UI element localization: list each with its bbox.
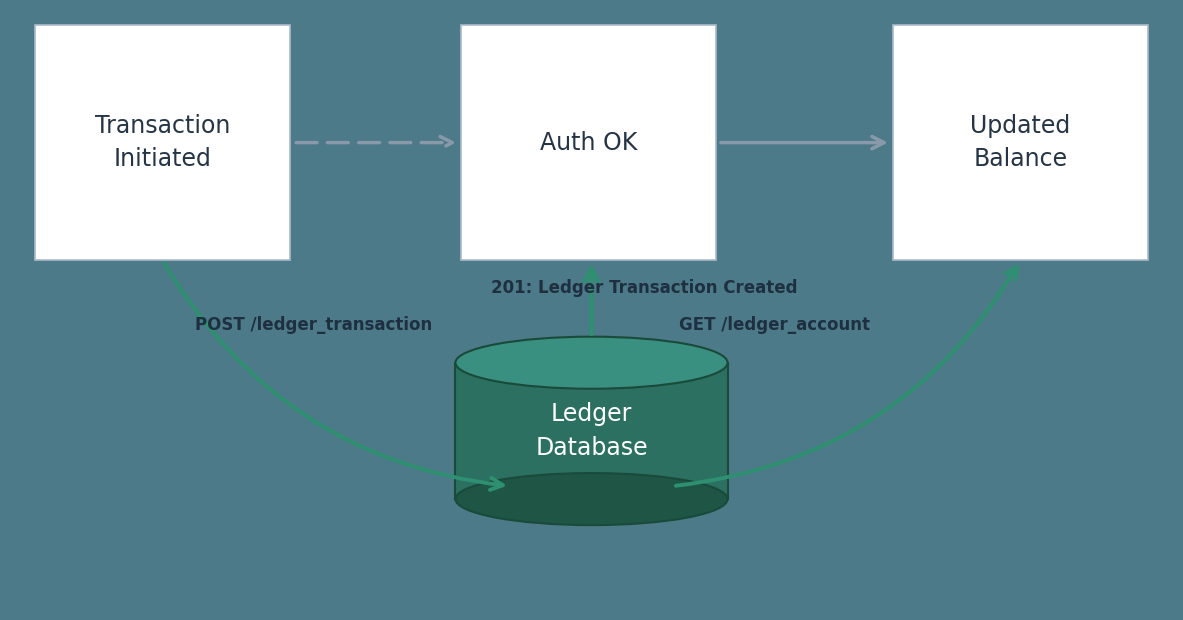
Bar bbox=[455, 363, 728, 499]
FancyBboxPatch shape bbox=[893, 25, 1148, 260]
Text: GET /ledger_account: GET /ledger_account bbox=[679, 316, 870, 335]
Text: POST /ledger_transaction: POST /ledger_transaction bbox=[195, 316, 433, 335]
Ellipse shape bbox=[455, 473, 728, 525]
Text: Transaction
Initiated: Transaction Initiated bbox=[95, 114, 231, 171]
Text: 201: Ledger Transaction Created: 201: Ledger Transaction Created bbox=[491, 279, 797, 298]
Ellipse shape bbox=[455, 337, 728, 389]
Text: Auth OK: Auth OK bbox=[539, 131, 638, 154]
Text: Ledger
Database: Ledger Database bbox=[535, 402, 648, 459]
FancyBboxPatch shape bbox=[35, 25, 290, 260]
Text: Updated
Balance: Updated Balance bbox=[970, 114, 1071, 171]
FancyBboxPatch shape bbox=[461, 25, 716, 260]
